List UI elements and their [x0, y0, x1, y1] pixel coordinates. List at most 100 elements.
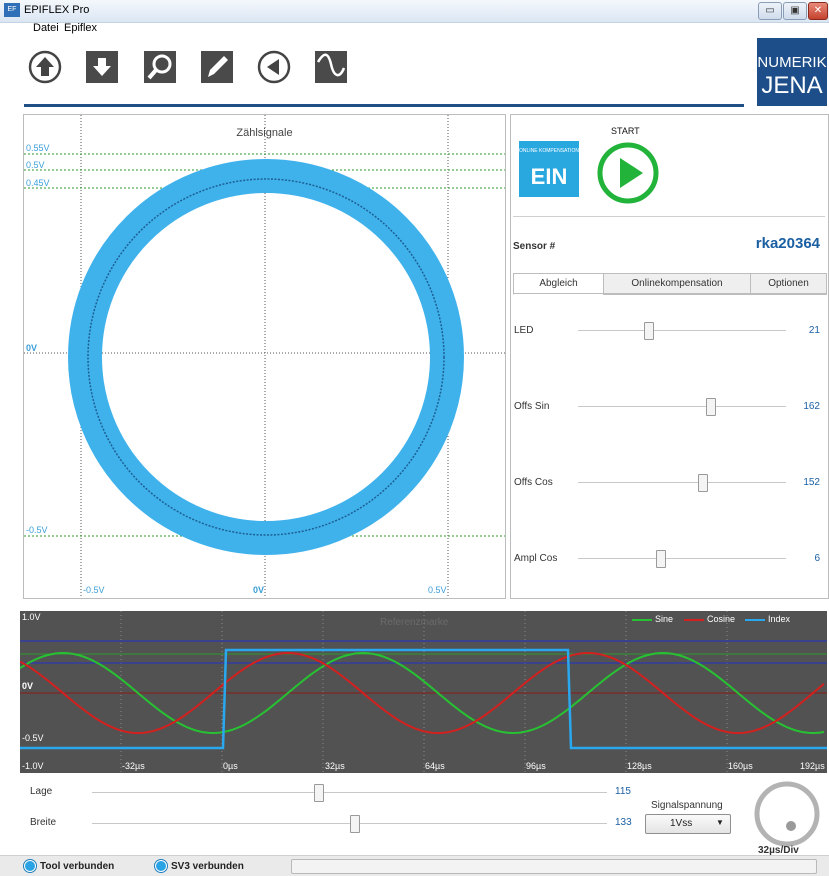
scope-y-label-1: 1.0V	[22, 612, 41, 622]
upload-button[interactable]	[28, 50, 62, 84]
scope-x-label: 192µs	[800, 761, 825, 771]
oscilloscope-view: Referenzmarke Sine Cosine Index 1.0V 0V …	[20, 611, 827, 773]
start-label: START	[611, 126, 640, 136]
scope-x-label: 64µs	[425, 761, 445, 771]
plot-title: Zählsignale	[236, 127, 293, 139]
y-label-045: 0.45V	[26, 178, 50, 188]
waveform-plot	[20, 611, 827, 773]
logo-line-2: JENA	[761, 72, 823, 99]
lage-value: 115	[615, 786, 631, 797]
maximize-button[interactable]: ▣	[783, 2, 807, 20]
breite-slider-thumb[interactable]	[349, 815, 360, 833]
upload-icon	[28, 50, 62, 84]
ampl-cos-value: 6	[814, 553, 820, 564]
sensor-value: rka20364	[755, 235, 820, 252]
sensor-label: Sensor #	[513, 241, 556, 252]
legend-index-label: Index	[768, 614, 791, 624]
offs-sin-label: Offs Sin	[514, 401, 550, 412]
cosine-trace	[20, 651, 825, 734]
knob-icon	[754, 781, 820, 847]
magnifier-icon	[144, 51, 176, 83]
control-panel: ONLINE KOMPENSATION EIN START Sensor # r…	[510, 114, 829, 599]
online-compensation-toggle[interactable]: ONLINE KOMPENSATION EIN	[519, 141, 579, 197]
window-title: EPIFLEX Pro	[24, 4, 90, 16]
offs-cos-label: Offs Cos	[514, 477, 553, 488]
zoom-button[interactable]	[143, 50, 177, 84]
scope-x-label: 96µs	[526, 761, 546, 771]
signalspannung-label: Signalspannung	[651, 800, 723, 811]
x-label-05: 0.5V	[428, 585, 447, 595]
offs-sin-slider-track[interactable]	[578, 406, 786, 407]
lage-slider-track[interactable]	[92, 792, 607, 793]
start-button[interactable]	[597, 142, 659, 204]
timebase-knob[interactable]	[751, 779, 823, 851]
x-label-neg05: -0.5V	[83, 585, 105, 595]
scope-x-label: 32µs	[325, 761, 345, 771]
menu-datei[interactable]: Datei	[33, 22, 59, 34]
lage-label: Lage	[30, 786, 53, 797]
online-compensation-label: ONLINE KOMPENSATION	[519, 148, 579, 154]
pen-icon	[201, 51, 233, 83]
minimize-button[interactable]: ▭	[758, 2, 782, 20]
scope-watermark: Referenzmarke	[380, 617, 449, 628]
xy-plot-panel: Zählsignale 0.55V 0.5V 0.45V 0V -0.5V -0…	[23, 114, 506, 599]
app-icon: EF	[4, 3, 20, 17]
offs-sin-value: 162	[803, 401, 820, 412]
progress-bar	[291, 859, 817, 874]
tab-underline	[513, 293, 827, 294]
breite-slider-track[interactable]	[92, 823, 607, 824]
waveform-button[interactable]	[314, 50, 348, 84]
breite-value: 133	[615, 817, 632, 828]
edit-button[interactable]	[200, 50, 234, 84]
y-label-05: 0.5V	[26, 160, 45, 170]
offs-cos-slider-thumb[interactable]	[697, 474, 708, 492]
tab-onlinekompensation[interactable]: Onlinekompensation	[603, 273, 751, 295]
tool-status-icon	[24, 860, 36, 872]
online-compensation-state: EIN	[530, 164, 568, 189]
scope-x-label: 128µs	[627, 761, 652, 771]
back-button[interactable]	[257, 50, 291, 84]
menu-bar: Datei Epiflex	[0, 22, 829, 36]
led-slider-thumb[interactable]	[643, 322, 654, 340]
signalspannung-value: 1Vss	[670, 818, 693, 829]
legend-cosine-label: Cosine	[707, 614, 736, 624]
signal-trace	[87, 178, 445, 536]
signalspannung-select[interactable]: 1Vss ▼	[645, 814, 731, 834]
status-bar: Tool verbunden SV3 verbunden	[0, 855, 829, 876]
index-trace	[20, 648, 827, 750]
legend-cosine-swatch	[684, 619, 704, 621]
lage-slider-thumb[interactable]	[313, 784, 324, 802]
ampl-cos-label: Ampl Cos	[514, 553, 558, 564]
scope-y-label-neg1: -1.0V	[22, 761, 44, 771]
ampl-cos-slider-track[interactable]	[578, 558, 786, 559]
led-slider-track[interactable]	[578, 330, 786, 331]
waveform-icon	[315, 51, 347, 83]
menu-epiflex[interactable]: Epiflex	[64, 22, 98, 34]
timebase-value: 32µs/Div	[758, 845, 799, 856]
tab-abgleich[interactable]: Abgleich	[513, 273, 604, 295]
company-logo: NUMERIK JENA	[757, 38, 827, 106]
offs-cos-value: 152	[803, 477, 820, 488]
close-button[interactable]: ✕	[808, 2, 828, 20]
offs-cos-slider-track[interactable]	[578, 482, 786, 483]
tab-optionen[interactable]: Optionen	[750, 273, 827, 295]
download-button[interactable]	[85, 50, 119, 84]
led-value: 21	[808, 325, 820, 336]
sv3-status-icon	[155, 860, 167, 872]
breite-label: Breite	[30, 817, 57, 828]
legend-sine-label: Sine	[655, 614, 674, 624]
scope-x-label: 160µs	[728, 761, 753, 771]
scope-y-label-neg05: -0.5V	[22, 733, 44, 743]
lissajous-plot	[24, 115, 505, 598]
led-label: LED	[514, 325, 534, 336]
ampl-cos-slider-thumb[interactable]	[656, 550, 667, 568]
scope-x-label: -32µs	[122, 761, 145, 771]
x-label-0: 0V	[253, 585, 265, 595]
y-label-055: 0.55V	[26, 143, 50, 153]
scope-x-label: 0µs	[223, 761, 238, 771]
y-label-0: 0V	[26, 343, 38, 353]
offs-sin-slider-thumb[interactable]	[706, 398, 717, 416]
download-icon	[86, 51, 118, 83]
play-icon	[597, 142, 659, 204]
scope-y-label-0: 0V	[22, 681, 34, 691]
